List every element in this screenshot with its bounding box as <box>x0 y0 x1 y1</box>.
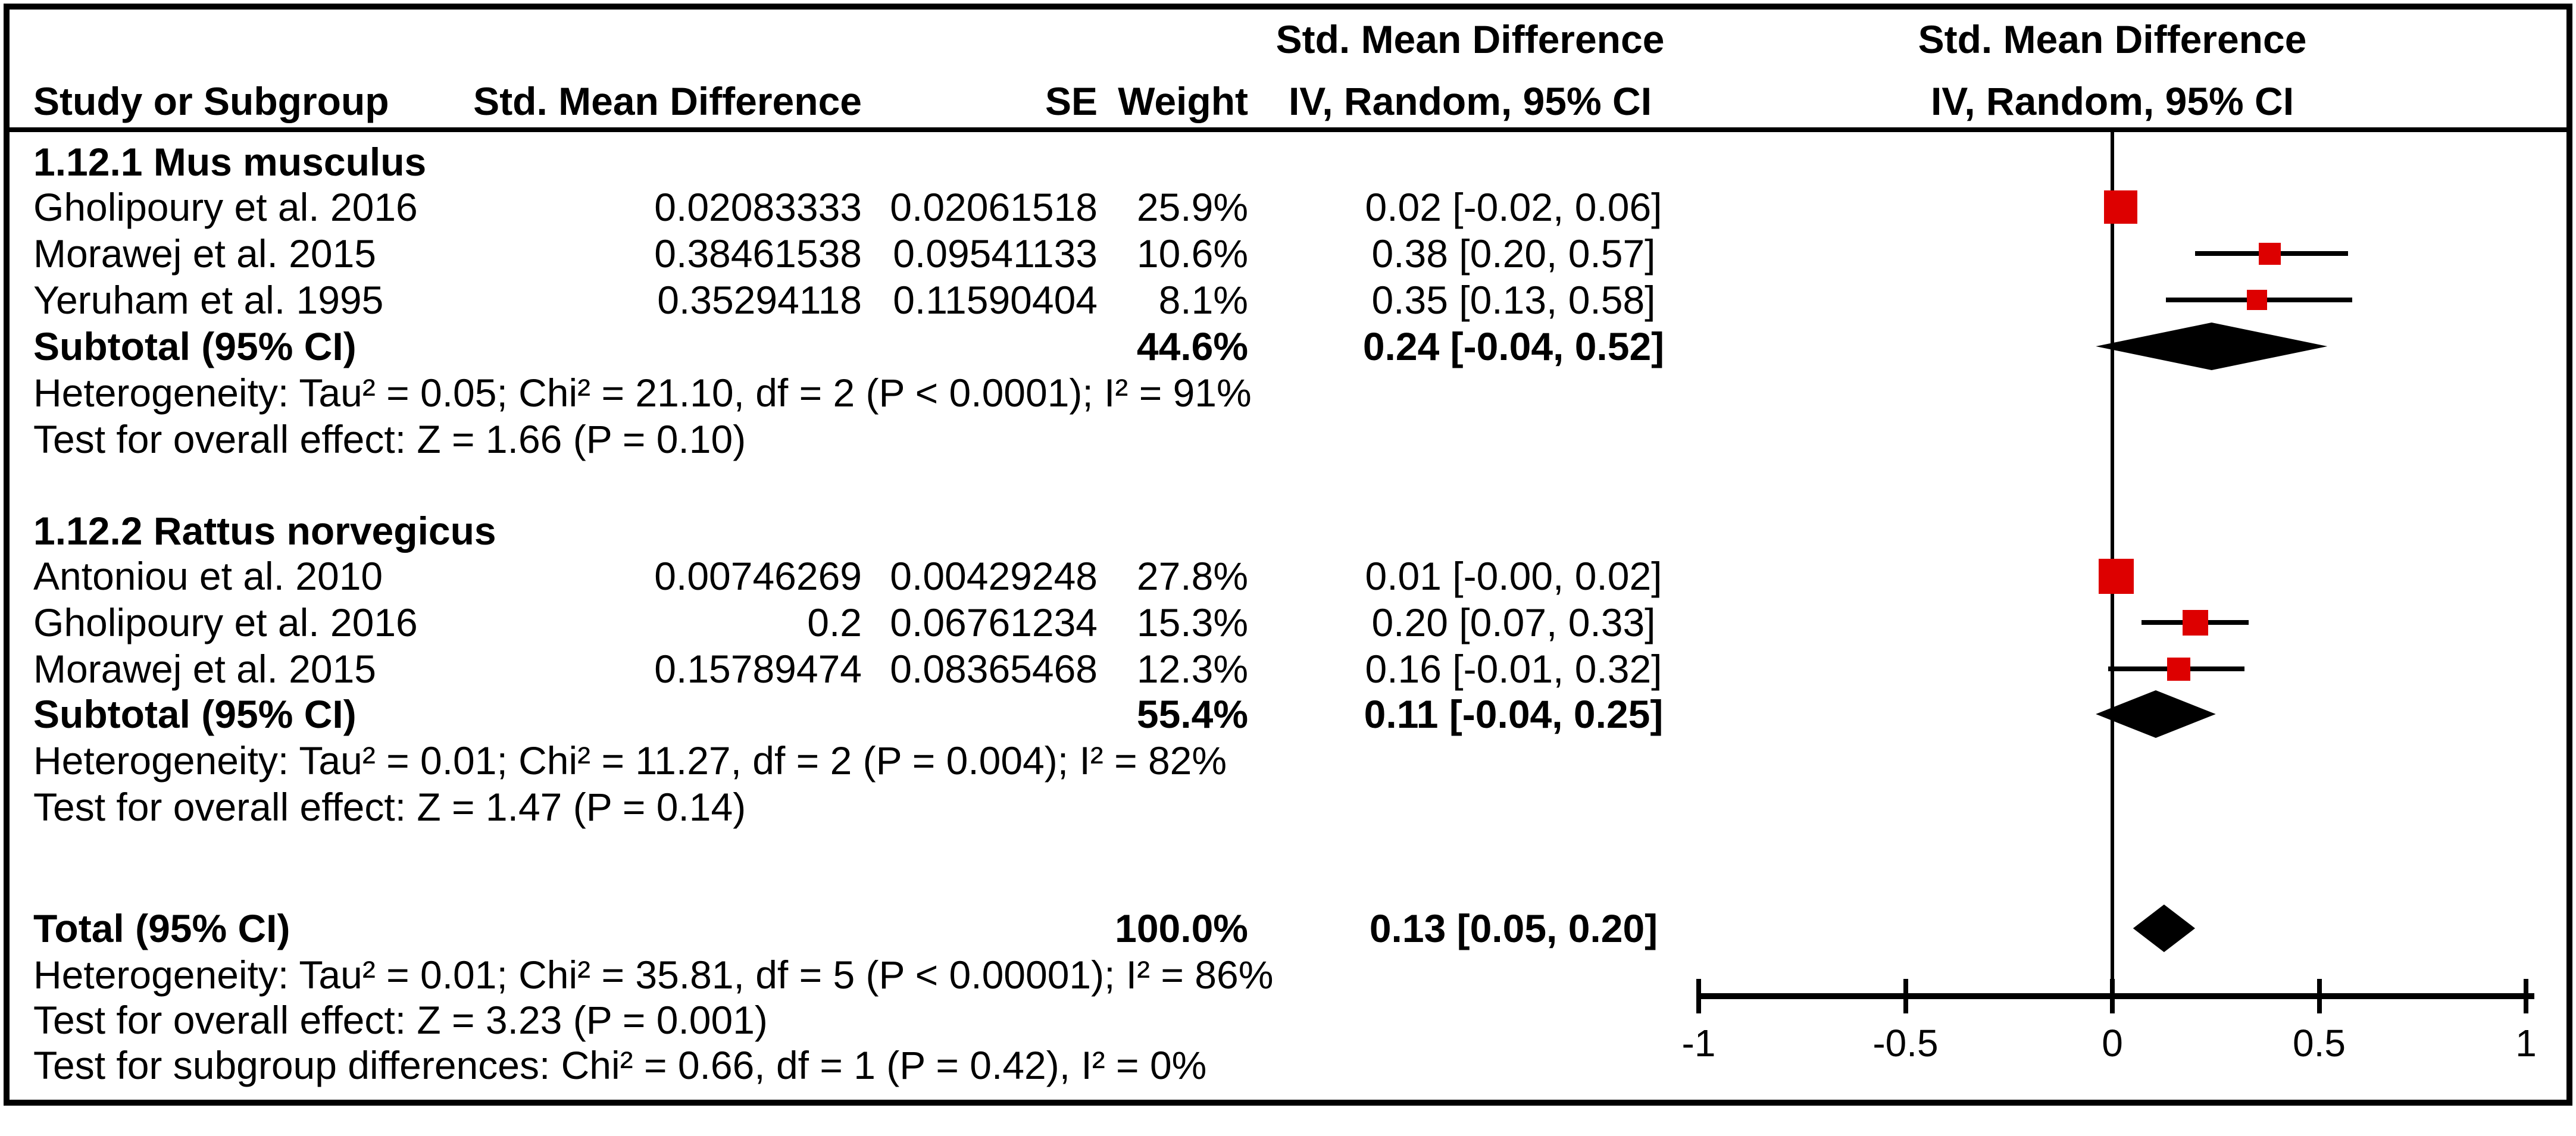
forest-square-marker <box>2103 190 2137 224</box>
subtotal-weight: 55.4% <box>1136 692 1248 736</box>
forest-square-marker <box>2167 657 2190 681</box>
frame-right-border <box>2566 4 2572 1106</box>
forest-square-marker <box>2258 242 2281 265</box>
ci-column-header-line2: IV, Random, 95% CI <box>1288 79 1652 123</box>
overall-effect-note: Test for overall effect: Z = 1.47 (P = 0… <box>33 785 746 829</box>
se-value: 0.00429248 <box>890 554 1098 598</box>
weight-value: 25.9% <box>1136 185 1248 229</box>
se-value: 0.02061518 <box>890 185 1098 229</box>
overall-effect-note: Test for overall effect: Z = 1.66 (P = 0… <box>33 417 746 461</box>
ci-text: 0.02 [-0.02, 0.06] <box>1365 185 1662 229</box>
study-name: Gholipoury et al. 2016 <box>33 185 418 229</box>
weight-value: 8.1% <box>1158 278 1248 322</box>
total-label: Total (95% CI) <box>33 906 290 950</box>
smd-value: 0.02083333 <box>654 185 862 229</box>
frame-left-border <box>4 4 10 1106</box>
se-value: 0.09541133 <box>893 231 1098 276</box>
subtotal-diamond <box>2096 323 2328 370</box>
axis-tick <box>2110 979 2115 1013</box>
smd-value: 0.2 <box>807 600 862 644</box>
axis-tick <box>2316 979 2322 1013</box>
header-separator-line <box>4 127 2572 132</box>
total-ci-text: 0.13 [0.05, 0.20] <box>1369 906 1658 950</box>
axis-tick-label: 0 <box>2102 1022 2123 1065</box>
total-weight: 100.0% <box>1115 906 1248 950</box>
smd-value: 0.38461538 <box>654 231 862 276</box>
se-value: 0.08365468 <box>890 647 1098 691</box>
weight-value: 27.8% <box>1136 554 1248 598</box>
se-value: 0.06761234 <box>890 600 1098 644</box>
subtotal-label: Subtotal (95% CI) <box>33 324 357 368</box>
weight-column-header: Weight <box>1118 79 1248 123</box>
study-name: Gholipoury et al. 2016 <box>33 600 418 644</box>
forest-square-marker <box>2182 609 2208 636</box>
group-title: 1.12.1 Mus musculus <box>33 140 427 184</box>
study-column-header: Study or Subgroup <box>33 79 389 123</box>
total-diamond <box>2133 905 2195 952</box>
forest-square-marker <box>2247 290 2268 310</box>
total-heterogeneity-note: Heterogeneity: Tau² = 0.01; Chi² = 35.81… <box>33 953 1274 997</box>
smd-value: 0.15789474 <box>654 647 862 691</box>
study-name: Morawej et al. 2015 <box>33 647 376 691</box>
study-name: Morawej et al. 2015 <box>33 231 376 276</box>
weight-value: 12.3% <box>1136 647 1248 691</box>
subtotal-ci-text: 0.11 [-0.04, 0.25] <box>1364 692 1664 736</box>
frame-top-border <box>4 4 2572 10</box>
group-title: 1.12.2 Rattus norvegicus <box>33 509 496 553</box>
ci-text: 0.35 [0.13, 0.58] <box>1371 278 1656 322</box>
axis-tick-label: -1 <box>1681 1022 1716 1065</box>
axis-tick-label: 1 <box>2515 1022 2537 1065</box>
axis-tick-label: 0.5 <box>2293 1022 2346 1065</box>
axis-tick <box>1903 979 1908 1013</box>
heterogeneity-note: Heterogeneity: Tau² = 0.01; Chi² = 11.27… <box>33 738 1227 783</box>
se-value: 0.11590404 <box>893 278 1098 322</box>
frame-bottom-border <box>4 1100 2572 1106</box>
smd-value: 0.35294118 <box>657 278 862 322</box>
ci-column-header-line1: Std. Mean Difference <box>1276 17 1665 61</box>
heterogeneity-note: Heterogeneity: Tau² = 0.05; Chi² = 21.10… <box>33 371 1252 415</box>
ci-text: 0.38 [0.20, 0.57] <box>1371 231 1656 276</box>
ci-text: 0.20 [0.07, 0.33] <box>1371 600 1656 644</box>
forest-square-marker <box>2099 558 2134 594</box>
study-name: Yeruham et al. 1995 <box>33 278 384 322</box>
total-overall-effect-note: Test for overall effect: Z = 3.23 (P = 0… <box>33 998 768 1042</box>
subgroup-differences-note: Test for subgroup differences: Chi² = 0.… <box>33 1043 1207 1087</box>
smd-value: 0.00746269 <box>654 554 862 598</box>
axis-tick <box>2524 979 2528 1013</box>
weight-value: 10.6% <box>1136 231 1248 276</box>
subtotal-ci-text: 0.24 [-0.04, 0.52] <box>1362 324 1665 368</box>
smd-column-header: Std. Mean Difference <box>473 79 862 123</box>
plot-column-header-line1: Std. Mean Difference <box>1918 17 2307 61</box>
axis-tick-label: -0.5 <box>1872 1022 1939 1065</box>
se-column-header: SE <box>1045 79 1098 123</box>
weight-value: 15.3% <box>1136 600 1248 644</box>
plot-column-header-line2: IV, Random, 95% CI <box>1930 79 2294 123</box>
subtotal-weight: 44.6% <box>1136 324 1248 368</box>
ci-text: 0.01 [-0.00, 0.02] <box>1365 554 1662 598</box>
study-name: Antoniou et al. 2010 <box>33 554 383 598</box>
axis-tick <box>1696 979 1701 1013</box>
x-axis <box>1697 993 2534 999</box>
subtotal-label: Subtotal (95% CI) <box>33 692 357 736</box>
ci-text: 0.16 [-0.01, 0.32] <box>1365 647 1662 691</box>
